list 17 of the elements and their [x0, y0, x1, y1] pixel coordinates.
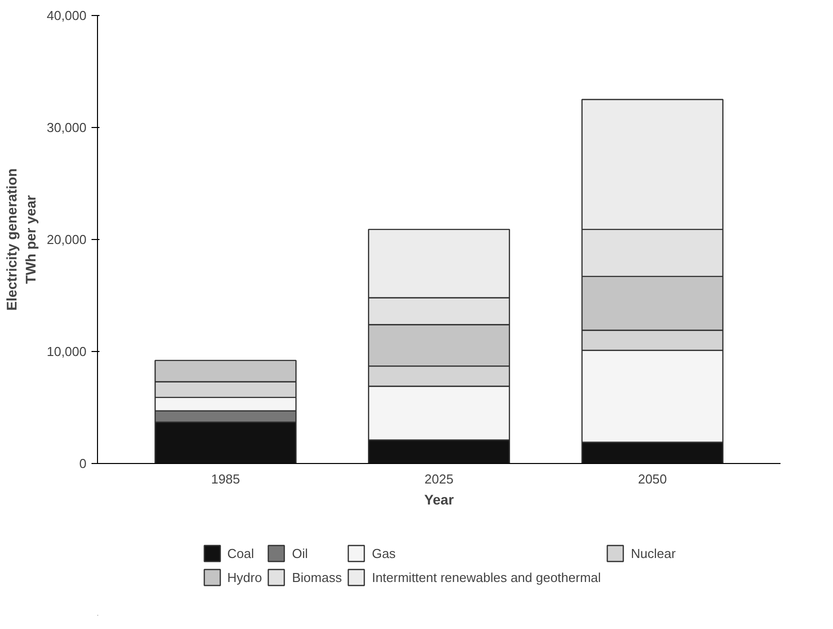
y-tick-label: 10,000: [46, 344, 87, 359]
legend-label: Biomass: [292, 570, 342, 584]
y-tick-label: 0: [79, 456, 87, 471]
x-tick-label: 2025: [424, 472, 454, 486]
legend-label: Hydro: [227, 570, 262, 584]
legend-label: Nuclear: [630, 546, 676, 560]
legend-label: Coal: [227, 546, 254, 560]
legend-label: Oil: [292, 546, 309, 560]
legend-label: Gas: [372, 546, 396, 560]
legend-label: Intermittent renewables and geothermal: [372, 570, 601, 584]
y-tick-label: 40,000: [46, 8, 87, 23]
x-tick-label: 2050: [638, 472, 667, 486]
y-tick-label: 30,000: [46, 120, 87, 135]
y-axis-title: Electricity generation TWh per year: [4, 168, 39, 311]
x-tick-label: 1985: [211, 472, 240, 486]
x-axis-title: Year: [424, 492, 454, 508]
y-tick-label: 20,000: [46, 232, 87, 247]
